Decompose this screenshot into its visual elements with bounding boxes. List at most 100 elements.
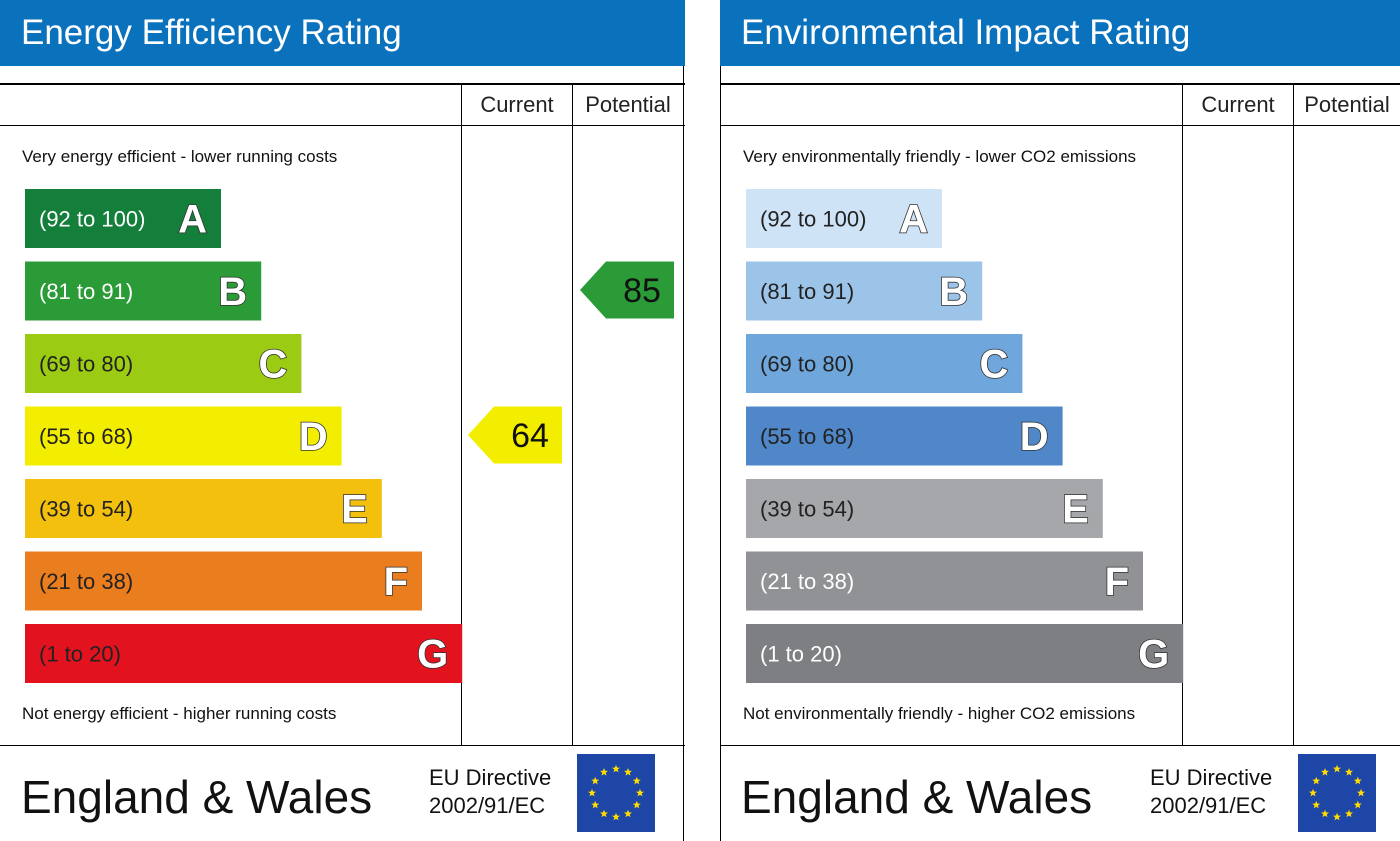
- env-directive-line1: EU Directive: [1150, 765, 1273, 790]
- band-d-bar: [25, 406, 342, 466]
- header-divider: [720, 125, 1400, 126]
- band-b-range: (81 to 91): [760, 279, 854, 304]
- environmental-impact-panel: Environmental Impact Rating Current Pote…: [720, 0, 1400, 841]
- band-g-bar: [25, 624, 463, 683]
- band-e-letter: E: [341, 488, 368, 532]
- footer-divider: [0, 745, 685, 746]
- eu-star-icon: [1321, 768, 1329, 776]
- band-f-letter: F: [1105, 560, 1129, 604]
- band-c-letter: C: [980, 343, 1009, 387]
- panel-left-border: [720, 66, 721, 841]
- band-g-letter: G: [417, 633, 448, 677]
- env-footer-directive: EU Directive 2002/91/EC: [1150, 764, 1272, 820]
- band-c-bar: [25, 334, 302, 393]
- energy-efficiency-panel: Energy Efficiency Rating Current Potenti…: [0, 0, 685, 841]
- band-c-letter: C: [259, 343, 288, 387]
- eu-star-icon: [600, 768, 608, 776]
- band-a-range: (92 to 100): [760, 207, 866, 232]
- band-c-range: (69 to 80): [760, 352, 854, 377]
- band-d-letter: D: [1020, 415, 1049, 459]
- potential-column-header: Potential: [1304, 92, 1390, 117]
- env-bottom-note: Not environmentally friendly - higher CO…: [743, 704, 1136, 723]
- energy-footer-directive: EU Directive 2002/91/EC: [429, 764, 551, 820]
- band-a-range: (92 to 100): [39, 207, 145, 232]
- panel-right-border: [683, 66, 684, 841]
- env-top-note: Very environmentally friendly - lower CO…: [743, 147, 1137, 166]
- eu-flag-icon: [577, 754, 655, 832]
- footer-divider: [720, 745, 1400, 746]
- band-a-bar: [746, 189, 942, 248]
- band-c-range: (69 to 80): [39, 352, 133, 377]
- eu-star-icon: [1345, 768, 1353, 776]
- band-g-bar: [746, 624, 1184, 683]
- env-rating-bands: (92 to 100) A (81 to 91) B (69 to 80) C (55 to…: [746, 189, 1184, 683]
- eu-star-icon: [1312, 776, 1321, 785]
- eu-star-icon: [1353, 800, 1362, 809]
- current-column-header: Current: [1201, 92, 1275, 117]
- band-e-range: (39 to 54): [760, 497, 854, 522]
- band-d-range: (55 to 68): [39, 424, 133, 449]
- potential-column-left-border: [572, 84, 573, 746]
- band-f-bar: [746, 551, 1143, 611]
- band-e-bar: [746, 479, 1103, 538]
- potential-column-header: Potential: [585, 92, 671, 117]
- eu-star-icon: [612, 764, 620, 773]
- eu-flag-icon: [1298, 754, 1376, 832]
- band-b-letter: B: [939, 270, 968, 314]
- band-f-range: (21 to 38): [39, 569, 133, 594]
- current-rating-arrow: [468, 406, 562, 464]
- band-g-letter: G: [1138, 633, 1169, 677]
- env-directive-line2: 2002/91/EC: [1150, 793, 1267, 818]
- band-a-bar: [25, 189, 221, 248]
- current-column-header: Current: [480, 92, 554, 117]
- eu-star-icon: [588, 788, 596, 797]
- eu-star-icon: [1345, 809, 1353, 818]
- band-g-range: (1 to 20): [39, 642, 121, 667]
- band-a-letter: A: [899, 198, 928, 242]
- band-b-bar: [746, 261, 983, 321]
- env-footer-region: England & Wales: [741, 771, 1093, 823]
- eu-star-icon: [1353, 776, 1362, 785]
- band-f-range: (21 to 38): [760, 569, 854, 594]
- eu-star-icon: [1321, 809, 1329, 818]
- energy-footer-region: England & Wales: [21, 771, 373, 823]
- header-divider: [0, 125, 685, 126]
- eu-star-icon: [1333, 764, 1341, 773]
- band-f-letter: F: [384, 560, 408, 604]
- band-b-range: (81 to 91): [39, 279, 133, 304]
- eu-star-icon: [600, 809, 608, 818]
- band-e-range: (39 to 54): [39, 497, 133, 522]
- energy-rating-bands: (92 to 100) A (81 to 91) B (69 to 80) C (55 to…: [25, 189, 674, 683]
- current-column-left-border: [461, 84, 462, 746]
- band-d-letter: D: [299, 415, 328, 459]
- table-top-border: [720, 83, 1400, 85]
- energy-directive-line2: 2002/91/EC: [429, 793, 546, 818]
- eu-star-icon: [636, 788, 644, 797]
- eu-star-icon: [1357, 788, 1365, 797]
- band-g-range: (1 to 20): [760, 642, 842, 667]
- band-f-bar: [25, 551, 422, 611]
- energy-panel-title: Energy Efficiency Rating: [0, 0, 685, 66]
- band-a-letter: A: [178, 198, 207, 242]
- current-rating-value: 64: [511, 417, 549, 455]
- band-b-letter: B: [218, 270, 247, 314]
- band-d-bar: [746, 406, 1063, 466]
- eu-star-icon: [632, 800, 641, 809]
- eu-star-icon: [624, 768, 632, 776]
- eu-star-icon: [1309, 788, 1317, 797]
- eu-star-icon: [1312, 800, 1321, 809]
- potential-rating-arrow: [580, 261, 674, 319]
- band-e-letter: E: [1062, 488, 1089, 532]
- band-b-bar: [25, 261, 262, 321]
- eu-star-icon: [591, 800, 600, 809]
- current-column-left-border: [1182, 84, 1183, 746]
- potential-column-left-border: [1293, 84, 1294, 746]
- band-c-bar: [746, 334, 1023, 393]
- energy-top-note: Very energy efficient - lower running co…: [22, 147, 338, 166]
- energy-bottom-note: Not energy efficient - higher running co…: [22, 704, 337, 723]
- eu-star-icon: [612, 812, 620, 821]
- eu-star-icon: [1333, 812, 1341, 821]
- band-d-range: (55 to 68): [760, 424, 854, 449]
- eu-star-icon: [632, 776, 641, 785]
- energy-directive-line1: EU Directive: [429, 765, 552, 790]
